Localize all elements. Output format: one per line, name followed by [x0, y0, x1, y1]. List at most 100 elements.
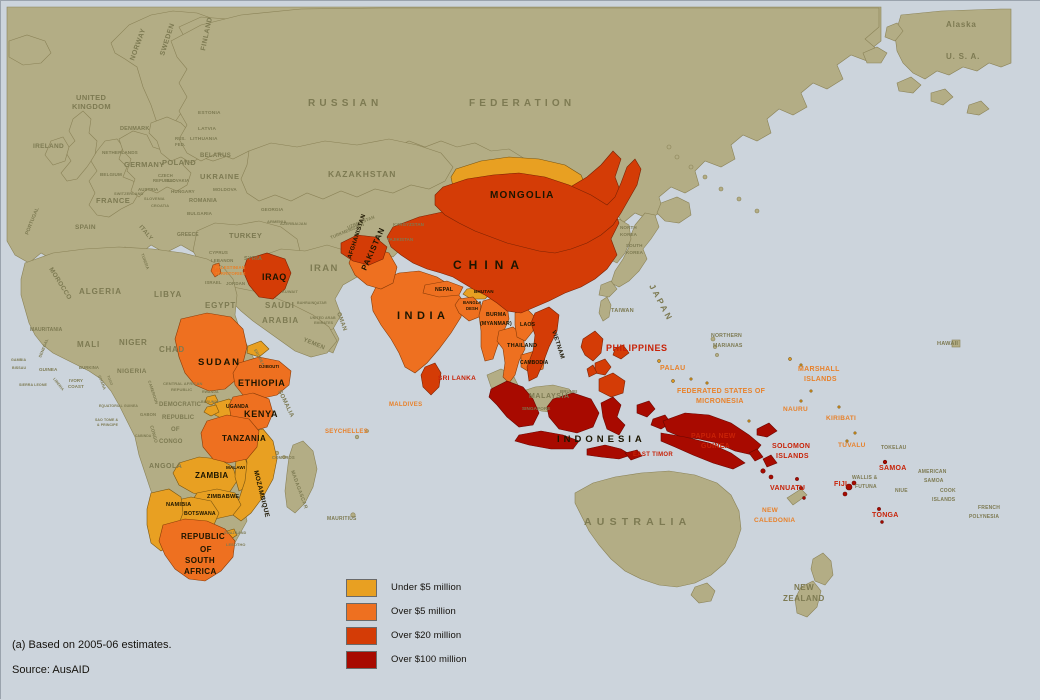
- map-label-emirates: EMIRATES: [314, 321, 334, 325]
- map-label-moldova: MOLDOVA: [213, 187, 237, 192]
- country-png-south: [660, 432, 746, 470]
- map-label-united: UNITED: [76, 93, 106, 102]
- map-label-guinea: GUINEA: [701, 443, 730, 450]
- map-label-mongolia: MONGOLIA: [490, 190, 555, 201]
- map-label-bhutan: BHUTAN: [474, 289, 494, 294]
- legend-label-tier3: Over $20 million: [391, 630, 462, 641]
- map-label-federation: FEDERATION: [469, 98, 575, 109]
- country-indonesia-kalimantan: [546, 392, 600, 434]
- country-solomon-3: [760, 468, 766, 474]
- map-label-georgia: GEORGIA: [261, 207, 284, 212]
- map-label-angola: ANGOLA: [149, 463, 182, 470]
- map-label-malawi: MALAWI: [226, 465, 245, 470]
- legend-label-tier4: Over $100 million: [391, 654, 467, 665]
- map-label-switzerland: SWITZERLAND: [114, 191, 144, 196]
- map-label-swaziland: SWAZILAND: [224, 531, 247, 535]
- map-label-congo: CONGO: [149, 425, 159, 444]
- map-label-alaska: Alaska: [946, 20, 977, 29]
- map-label-islands: ISLANDS: [804, 376, 837, 383]
- map-label-zambia: ZAMBIA: [195, 471, 229, 480]
- country-tonga-1: [877, 507, 881, 511]
- labels-red: PHILIPPINES SRI LANKA PAPUA NEW GUINEA SOLOM…: [438, 343, 906, 519]
- map-label-indonesia: INDONESIA: [557, 434, 646, 445]
- map-label-azerbaijan: AZERBAIJAN: [280, 221, 307, 226]
- country-indonesia-java: [514, 430, 580, 450]
- map-label-estonia: ESTONIA: [198, 110, 221, 116]
- map-label-hawaii: HAWAII: [937, 341, 958, 347]
- map-label-iraq: IRAQ: [262, 272, 287, 282]
- country-philippines-mindanao: [598, 372, 626, 398]
- country-china-north: [434, 158, 642, 254]
- map-label-thailand: THAILAND: [507, 343, 537, 349]
- map-label-arabia: ARABIA: [262, 316, 299, 325]
- map-label-comoros: COMOROS: [272, 455, 295, 460]
- map-label-kenya: KENYA: [244, 409, 278, 419]
- map-label-islands: ISLANDS: [776, 453, 809, 460]
- country-indonesia-maluku: [636, 400, 656, 418]
- map-label-kazakhstan: KAZAKHSTAN: [328, 169, 396, 179]
- map-label-republic: REPUBLIC: [162, 415, 195, 421]
- country-philippines-samar: [612, 344, 630, 360]
- map-label-myanmar: (MYANMAR): [480, 321, 512, 327]
- map-label-romania: ROMANIA: [189, 198, 217, 204]
- map-label-belarus: BELARUS: [200, 153, 231, 159]
- footnote-a: (a) Based on 2005-06 estimates.: [12, 639, 172, 651]
- map-label-congo: CONGO: [159, 439, 183, 445]
- map-label-cyprus: CYPRUS: [209, 250, 228, 255]
- map-label-netherlands: NETHERLANDS: [102, 150, 138, 155]
- map-label-ghana: GHANA: [97, 375, 107, 391]
- legend-label-tier2: Over $5 million: [391, 606, 456, 617]
- map-label-australia: AUSTRALIA: [584, 516, 691, 528]
- legend-item-tier4: Over $100 million: [346, 649, 576, 670]
- map-label-bulgaria: BULGARIA: [187, 211, 213, 216]
- map-label-cook: COOK: [940, 488, 956, 494]
- map-label-algeria: ALGERIA: [79, 287, 122, 296]
- map-label-iran: IRAN: [310, 263, 339, 274]
- country-burundi: [203, 404, 220, 417]
- map-label-palestinian: PALESTINIAN: [215, 265, 245, 270]
- map-label-maldives: MALDIVES: [389, 402, 422, 408]
- map-label-of: OF: [200, 545, 212, 554]
- map-label-territories: TERRITORIES: [215, 271, 246, 276]
- map-label-burma: BURMA: [486, 312, 506, 318]
- map-label-egypt: EGYPT: [205, 301, 236, 310]
- country-sudan: [174, 312, 248, 392]
- map-label-bissau: BISSAU: [12, 366, 26, 370]
- map-label-federated-states-of: FEDERATED STATES OF: [677, 388, 766, 395]
- country-ethiopia: [232, 356, 292, 400]
- map-label-jordan: JORDAN: [226, 281, 245, 286]
- map-label-papua-new: PAPUA NEW: [691, 433, 736, 440]
- map-label-coast: COAST: [68, 384, 84, 389]
- country-solomon-4: [768, 474, 774, 480]
- map-label-zimbabwe: ZIMBABWE: [207, 494, 239, 500]
- country-indonesia-sulawesi: [600, 396, 626, 436]
- map-label-desh: DESH: [466, 306, 478, 311]
- legend-swatch-tier1: [346, 578, 377, 597]
- map-label-french: FRENCH: [978, 505, 1000, 511]
- map-label-lebanon: LEBANON: [211, 258, 233, 263]
- map-label-chad: CHAD: [159, 345, 185, 354]
- map-label-burundi: BURUNDI: [201, 400, 218, 404]
- map-label-france: FRANCE: [96, 196, 130, 205]
- map-label-guinea: GUINEA: [39, 367, 58, 372]
- tier3-countries: [242, 150, 642, 398]
- country-eritrea: [246, 340, 270, 358]
- map-label-marianas: MARIANAS: [713, 343, 743, 349]
- map-label-fiji: FIJI: [834, 481, 847, 488]
- map-label-togo: TOGO: [106, 375, 114, 386]
- map-label-tanzania: TANZANIA: [222, 434, 266, 443]
- map-label-djibouti: DJIBOUTI: [259, 364, 279, 369]
- map-label-korea: KOREA: [626, 250, 644, 255]
- map-label-brunei: BRUNEI: [560, 389, 577, 394]
- legend-label-tier1: Under $5 million: [391, 582, 462, 593]
- map-label-korea: KOREA: [620, 232, 638, 237]
- legend-swatch-tier2: [346, 602, 377, 621]
- map-label-israel: ISRAEL: [205, 280, 222, 285]
- legend-item-tier1: Under $5 million: [346, 577, 576, 598]
- map-label-botswana: BOTSWANA: [184, 511, 216, 517]
- country-solomon-1: [748, 448, 764, 462]
- map-label-south: SOUTH: [185, 556, 215, 565]
- map-label-cambodia: CAMBODIA: [520, 360, 549, 366]
